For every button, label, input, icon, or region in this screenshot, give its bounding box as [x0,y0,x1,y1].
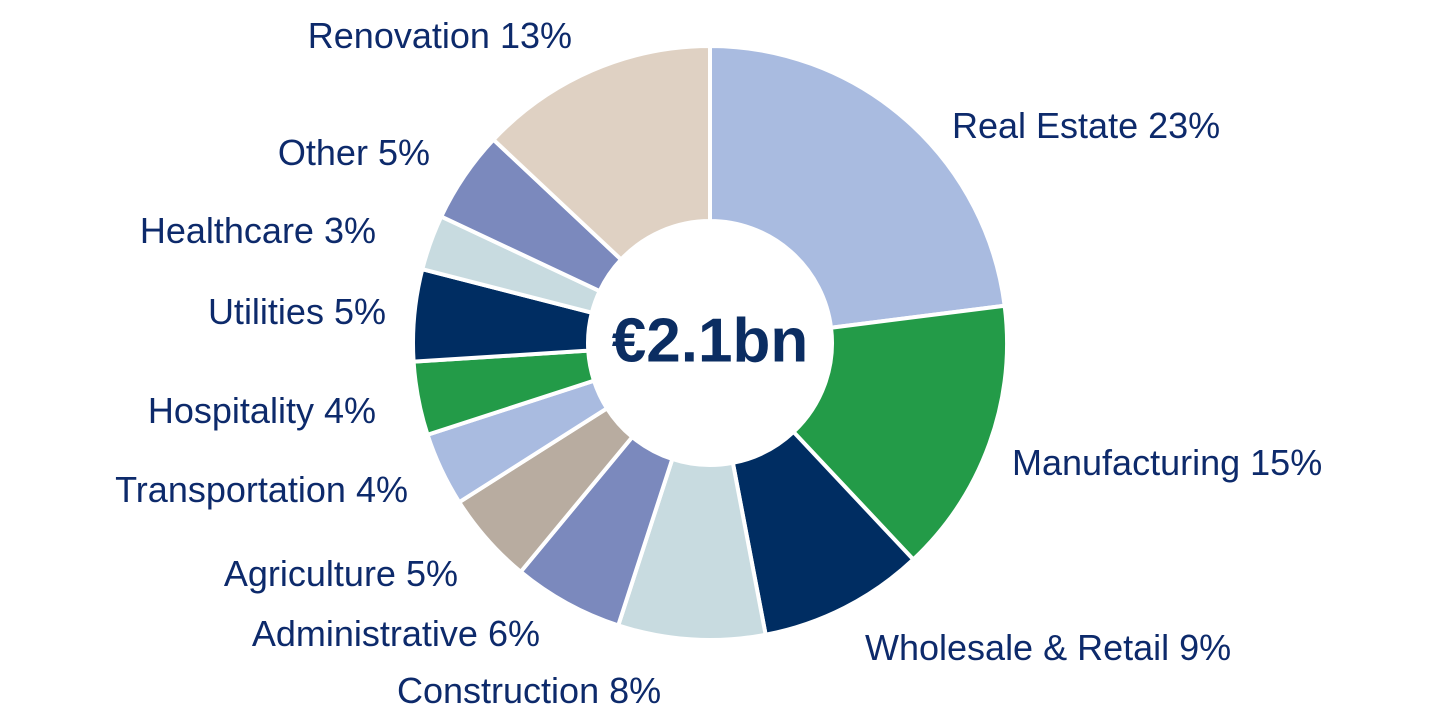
segment-label: Manufacturing 15% [1012,442,1322,483]
segment-label: Real Estate 23% [952,105,1220,146]
value-label: 23% [1148,105,1220,146]
value-label: 13% [500,15,572,56]
value-label: 8% [609,670,661,711]
category-name: Construction [397,670,599,711]
segment-label: Agriculture 5% [224,553,458,594]
segment-label: Administrative 6% [252,613,540,654]
value-label: 3% [324,210,376,251]
center-label: €2.1bn [612,306,808,375]
segment-label: Wholesale & Retail 9% [865,627,1231,668]
category-name: Real Estate [952,105,1138,146]
segment-label: Transportation 4% [115,469,408,510]
segment-label: Hospitality 4% [148,390,376,431]
category-name: Transportation [115,469,346,510]
segment-label: Other 5% [278,132,430,173]
segment-label: Healthcare 3% [140,210,376,251]
value-label: 9% [1179,627,1231,668]
donut-segment [490,43,712,263]
value-label: 6% [488,613,540,654]
donut-segment [708,43,1007,330]
value-label: 4% [356,469,408,510]
value-label: 4% [324,390,376,431]
segment-label: Renovation 13% [308,15,572,56]
category-name: Administrative [252,613,478,654]
category-name: Utilities [208,291,324,332]
donut-segment [790,303,1009,563]
value-label: 5% [378,132,430,173]
category-name: Other [278,132,368,173]
segment-label: Construction 8% [397,670,661,711]
category-name: Agriculture [224,553,396,594]
value-label: 5% [334,291,386,332]
category-name: Wholesale & Retail [865,627,1169,668]
category-name: Healthcare [140,210,314,251]
segment-label: Utilities 5% [208,291,386,332]
category-name: Renovation [308,15,490,56]
value-label: 5% [406,553,458,594]
category-name: Hospitality [148,390,314,431]
category-name: Manufacturing [1012,442,1240,483]
value-label: 15% [1250,442,1322,483]
